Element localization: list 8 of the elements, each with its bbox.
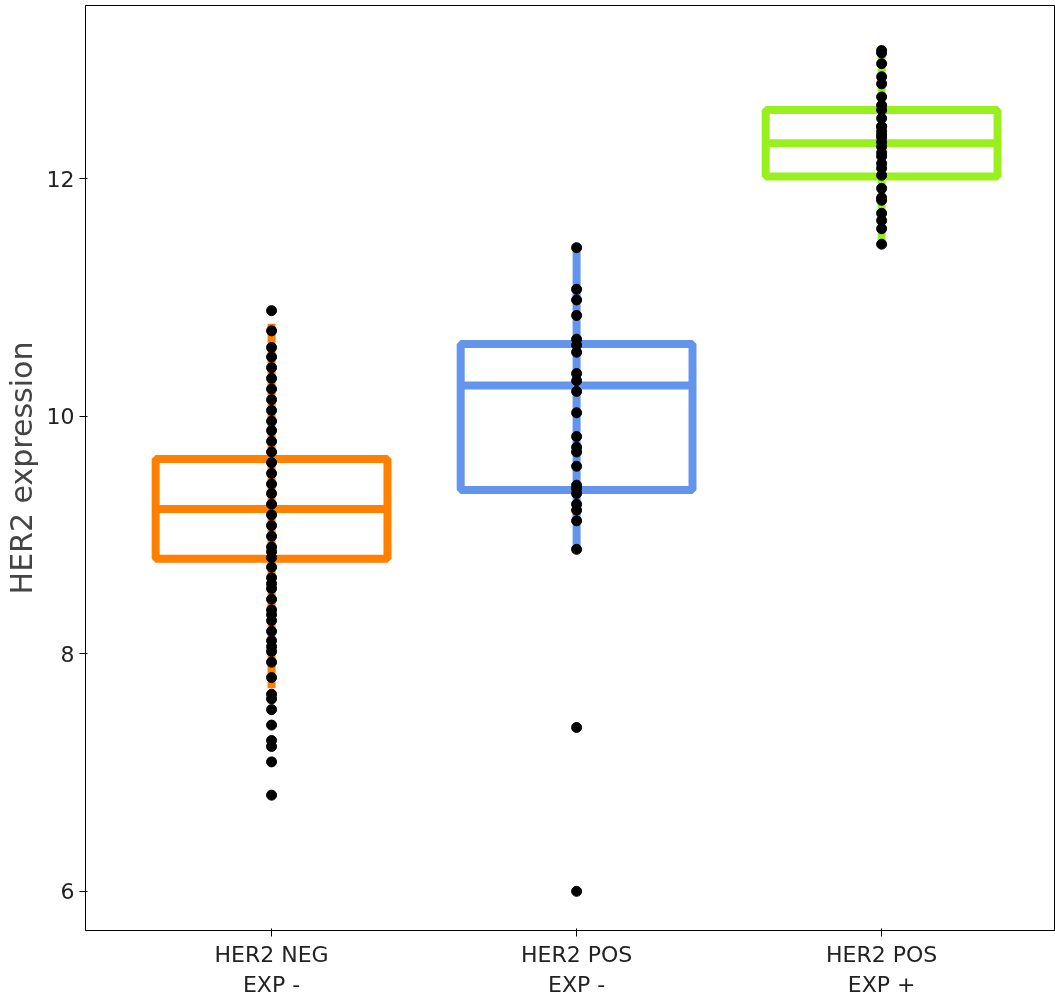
x-tick-label: HER2 POS EXP - xyxy=(520,941,633,997)
x-tick-label: HER2 NEG EXP - xyxy=(214,941,329,997)
x-tick-label: HER2 POS EXP + xyxy=(826,941,938,997)
y-tick-label: 10 xyxy=(46,404,75,430)
y-axis-title: HER2 expression xyxy=(3,341,39,595)
y-tick-label: 12 xyxy=(46,166,75,192)
y-tick-label: 6 xyxy=(60,879,75,905)
y-tick-label: 8 xyxy=(60,641,75,667)
